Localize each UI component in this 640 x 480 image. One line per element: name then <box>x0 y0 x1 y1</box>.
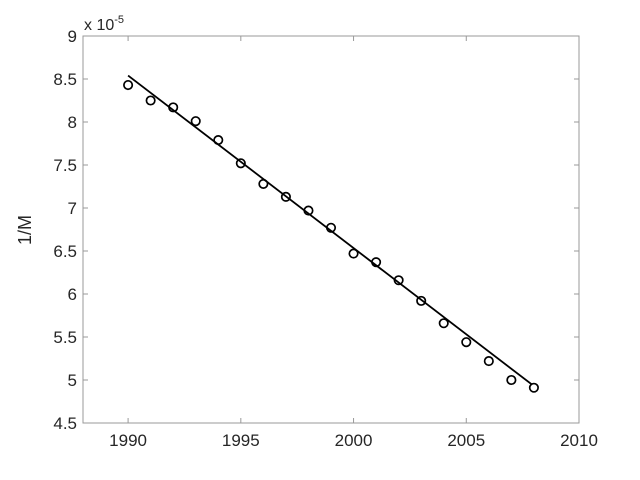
data-point <box>506 374 517 386</box>
y-tick-label: 9 <box>68 27 77 46</box>
data-point <box>461 337 472 348</box>
x-tick-label: 2005 <box>447 431 485 450</box>
y-tick-label: 5.5 <box>53 328 77 347</box>
y-tick-label: 4.5 <box>53 414 77 433</box>
y-exponent-sup: -5 <box>114 14 124 26</box>
x-tick-label: 1990 <box>109 431 147 450</box>
data-point <box>190 116 201 127</box>
fit-line <box>127 74 533 386</box>
data-point <box>123 79 134 91</box>
plot-area: 1990 1995 2000 2005 2010 4.5 5 5.5 6 6.5 7 7.5 8 8.5 9 <box>53 27 598 450</box>
y-axis-label: 1/M <box>15 215 35 245</box>
y-tick-label: 5 <box>68 371 77 390</box>
plot-box <box>82 35 580 424</box>
x-tick-label: 2000 <box>335 431 373 450</box>
y-tick-label: 6.5 <box>53 242 77 261</box>
x-tick-label: 1995 <box>222 431 260 450</box>
data-point <box>145 95 156 106</box>
data-point <box>528 382 539 393</box>
y-tick-label: 7.5 <box>53 156 77 175</box>
y-tick-label: 7 <box>68 199 77 218</box>
y-exponent-label: x 10-5 <box>84 14 124 34</box>
x-tick-label: 2010 <box>560 431 598 450</box>
y-exponent-base: x 10 <box>84 17 114 34</box>
y-tick-label: 6 <box>68 285 77 304</box>
y-tick-label: 8.5 <box>53 70 77 89</box>
data-point <box>483 356 494 367</box>
data-point <box>438 318 449 329</box>
data-point <box>348 248 359 259</box>
y-tick-label: 8 <box>68 113 77 132</box>
